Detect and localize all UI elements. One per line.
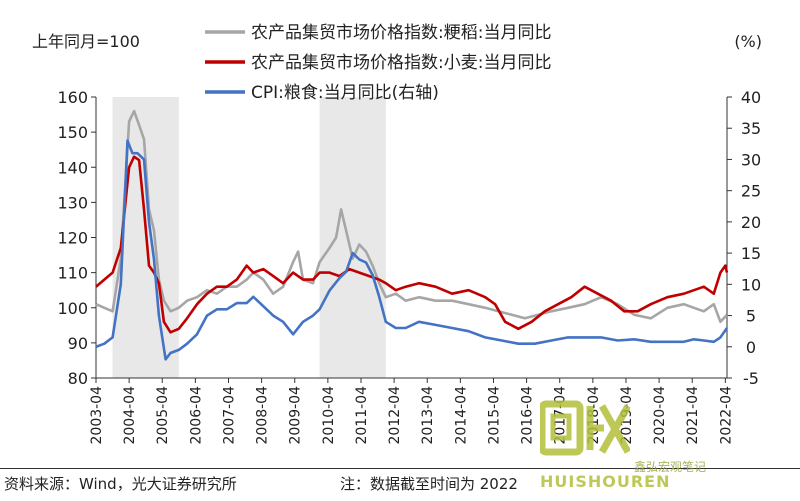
y-left-tick-label: 160: [57, 88, 88, 107]
x-tick-label: 2022-04: [718, 386, 734, 445]
x-ticks: 2003-04 2004-04 2005-04 2006-04 2007-04 2008-…: [89, 378, 734, 445]
y-right-tick-label: 25: [741, 182, 761, 201]
x-tick-label: 2016-04: [520, 386, 536, 445]
y-left-tick-label: 80: [68, 369, 88, 388]
x-tick-label: 2011-04: [354, 386, 370, 445]
footer: 资料来源：Wind，光大证券研究所 注：数据截至时间为 2022: [0, 468, 800, 501]
legend-label-2: CPI:粮食:当月同比(右轴): [251, 83, 439, 103]
y-right-ticks: -5 0 5 10 15 20 25 30 35 40: [727, 88, 761, 388]
watermark: 鑫弘宏观笔记 HUISHOUREN: [540, 396, 740, 496]
shaded-periods: [112, 97, 386, 378]
x-tick-label: 2010-04: [321, 386, 337, 445]
y-left-tick-label: 100: [57, 299, 88, 318]
chart: 80 90 100 110 120 130 140 150 160 -5 0 5 10 15 20 25 30…: [32, 23, 762, 445]
x-tick-label: 2012-04: [387, 386, 403, 445]
y-right-tick-label: 35: [741, 119, 761, 138]
x-tick-label: 2019-04: [619, 386, 635, 445]
x-tick-label: 2013-04: [420, 386, 436, 445]
y-right-tick-label: 40: [741, 88, 761, 107]
y-right-tick-label: 5: [746, 307, 756, 326]
x-tick-label: 2006-04: [188, 386, 204, 445]
y-left-tick-label: 150: [57, 123, 88, 142]
legend-label-0: 农产品集贸市场价格指数:粳稻:当月同比: [251, 23, 551, 43]
y-left-ticks: 80 90 100 110 120 130 140 150 160: [57, 88, 96, 388]
y-right-tick-label: 30: [741, 150, 761, 169]
y-right-tick-label: -5: [743, 369, 759, 388]
y-right-tick-label: 0: [746, 338, 756, 357]
x-tick-label: 2021-04: [685, 386, 701, 445]
series-line-0: [95, 109, 728, 324]
x-tick-label: 2007-04: [221, 386, 237, 445]
y-left-tick-label: 90: [68, 334, 88, 353]
x-tick-label: 2009-04: [288, 386, 304, 445]
series-lines: [95, 109, 729, 361]
y-left-tick-label: 110: [57, 264, 88, 283]
right-axis-unit: (%): [734, 32, 762, 51]
x-tick-label: 2015-04: [486, 386, 502, 445]
watermark-brand: HUISHOUREN: [540, 472, 671, 491]
axes: [95, 97, 728, 379]
x-tick-label: 2008-04: [255, 386, 271, 445]
legend-label-1: 农产品集贸市场价格指数:小麦:当月同比: [251, 53, 551, 73]
y-right-tick-label: 15: [741, 244, 761, 263]
watermark-logo-icon: [540, 400, 630, 456]
left-axis-unit: 上年同月=100: [32, 32, 140, 51]
series-line-2: [95, 139, 729, 361]
date-note: 注：数据截至时间为 2022: [340, 475, 518, 493]
source-note: 资料来源：Wind，光大证券研究所: [4, 475, 237, 493]
shaded-period-1: [319, 97, 386, 378]
y-left-tick-label: 140: [57, 158, 88, 177]
x-tick-label: 2003-04: [89, 386, 105, 445]
y-right-tick-label: 20: [741, 213, 761, 232]
x-tick-label: 2004-04: [122, 386, 138, 445]
x-tick-label: 2005-04: [155, 386, 171, 445]
y-left-tick-label: 130: [57, 193, 88, 212]
x-tick-label: 2014-04: [453, 386, 469, 445]
watermark-text: 鑫弘宏观笔记: [634, 460, 707, 474]
series-line-1: [95, 155, 729, 334]
x-tick-label: 2020-04: [652, 386, 668, 445]
y-left-tick-label: 120: [57, 229, 88, 248]
y-right-tick-label: 10: [741, 275, 761, 294]
